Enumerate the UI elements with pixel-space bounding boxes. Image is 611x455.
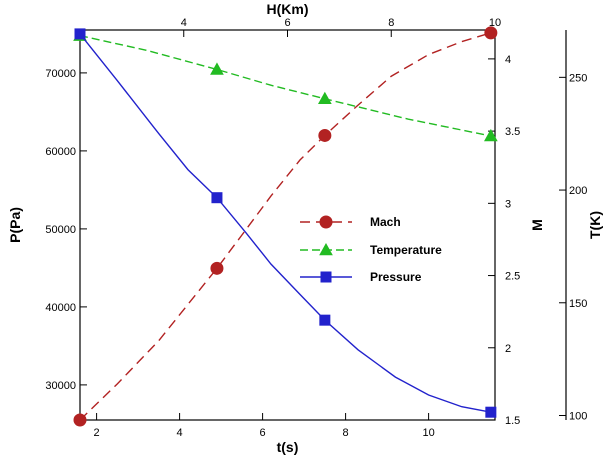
x-bottom-tick-label: 8 (343, 427, 349, 439)
x-top-tick-label: 4 (181, 17, 187, 29)
temperature-data-point (484, 128, 498, 142)
y-left-tick-label: 50000 (45, 224, 76, 236)
series-layer (73, 26, 498, 427)
y-mach-tick-label: 3 (505, 198, 511, 210)
axes-layer: 2 4 6 8 10 t(s) 4 6 8 10 H(Km) 30000 40000 50000 60000… (7, 1, 603, 455)
x-bottom-tick-label: 6 (260, 427, 266, 439)
y-mach-tick-label: 1.5 (505, 415, 520, 427)
mach-data-point (210, 261, 224, 275)
plot-frame (79, 29, 496, 421)
y-left-tick-label: 30000 (45, 380, 76, 392)
x-bottom-tick-label: 10 (422, 427, 434, 439)
y-mach-tick-label: 2 (505, 343, 511, 355)
legend: Mach Temperature Pressure (300, 215, 442, 284)
legend-mach-label: Mach (370, 215, 401, 229)
y-left-tick-label: 70000 (45, 68, 76, 80)
y-temp-axis-title: T(K) (587, 211, 603, 239)
y-mach-tick-label: 2.5 (505, 271, 520, 283)
temperature-data-point (318, 91, 332, 105)
y-left-axis-title: P(Pa) (7, 207, 23, 243)
y-temp-tick-label: 200 (569, 185, 587, 197)
legend-pressure-marker (320, 271, 332, 283)
y-mach-tick-label: 3.5 (505, 126, 520, 138)
x-bottom-tick-label: 4 (177, 427, 183, 439)
mach-data-point (73, 413, 87, 427)
y-mach-axis-title: M (529, 219, 545, 231)
legend-temperature-marker (319, 242, 333, 256)
pressure-data-point (74, 28, 86, 40)
x-top-tick-label: 6 (284, 17, 290, 29)
y-temp-tick-label: 150 (569, 298, 587, 310)
pressure-data-point (319, 314, 331, 326)
mach-series-line (79, 32, 492, 421)
x-bottom-axis-title: t(s) (277, 439, 299, 455)
temperature-data-point (210, 62, 224, 75)
y-temp-tick-label: 250 (569, 72, 587, 84)
y-left-tick-label: 40000 (45, 302, 76, 314)
x-bottom-tick-label: 2 (94, 427, 100, 439)
legend-mach-marker (319, 215, 333, 229)
legend-temperature-label: Temperature (370, 243, 442, 257)
legend-pressure-label: Pressure (370, 270, 422, 284)
temperature-series-line (79, 34, 491, 137)
x-top-axis-title: H(Km) (267, 1, 309, 17)
mach-data-point (318, 128, 332, 142)
pressure-data-point (485, 406, 497, 418)
y-mach-tick-label: 4 (505, 54, 511, 66)
pressure-data-point (211, 192, 223, 204)
x-top-tick-label: 8 (388, 17, 394, 29)
pressure-series-line (79, 33, 491, 413)
y-temp-tick-label: 100 (569, 410, 587, 422)
y-left-tick-label: 60000 (45, 146, 76, 158)
mach-data-point (484, 26, 498, 40)
x-top-tick-label: 10 (489, 17, 501, 29)
